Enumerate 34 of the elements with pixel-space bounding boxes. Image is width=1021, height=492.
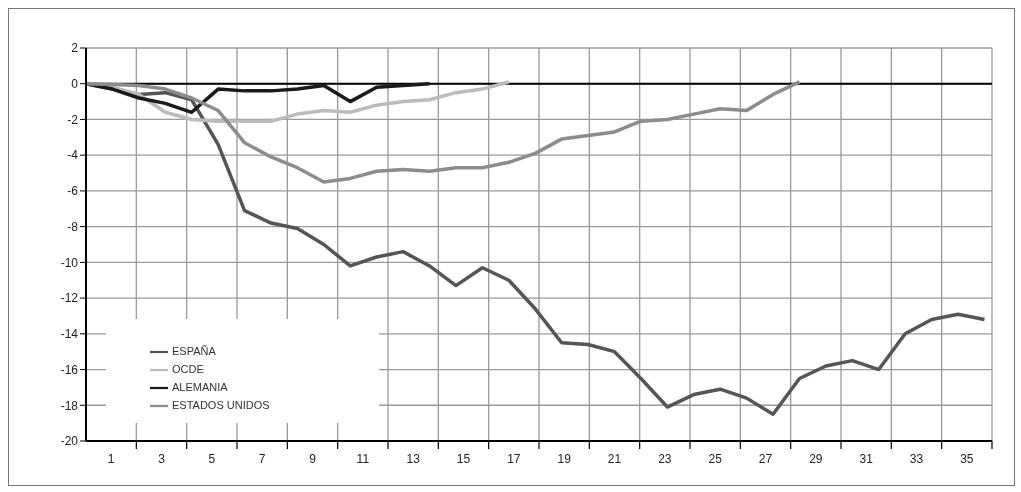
x-tick-label: 7 (258, 452, 266, 466)
x-tick-label: 29 (809, 452, 823, 466)
x-tick-label: 5 (208, 452, 216, 466)
y-tick-label: -14 (60, 327, 79, 342)
x-tick-label: 33 (909, 452, 924, 466)
x-tick-label: 17 (507, 452, 521, 466)
y-tick-label: -16 (60, 362, 79, 377)
y-tick-label: -20 (60, 434, 79, 449)
x-tick-label: 13 (406, 452, 421, 466)
legend-label: ALEMANIA (172, 380, 228, 393)
y-tick-label: -6 (67, 184, 79, 199)
y-tick-label: 2 (71, 41, 79, 56)
legend-label: ESPAÑA (172, 344, 216, 357)
y-tick-label: -12 (60, 291, 79, 306)
y-tick-label: -2 (67, 112, 79, 127)
x-tick-label: 9 (309, 452, 317, 466)
y-tick-label: -18 (60, 398, 79, 413)
y-tick-label: 0 (71, 76, 79, 91)
x-tick-label: 21 (607, 452, 622, 466)
x-tick-label: 19 (557, 452, 572, 466)
x-tick-label: 1 (107, 452, 115, 466)
legend-label: OCDE (172, 362, 204, 375)
x-tick-label: 23 (658, 452, 672, 466)
y-tick-label: -4 (67, 148, 79, 163)
x-tick-label: 27 (758, 452, 773, 466)
legend-label: ESTADOS UNIDOS (172, 398, 270, 411)
x-tick-label: 3 (158, 452, 166, 466)
x-tick-label: 25 (708, 452, 723, 466)
x-tick-label: 15 (456, 452, 471, 466)
x-tick-label: 31 (859, 452, 874, 466)
y-tick-label: -8 (67, 219, 79, 234)
y-tick-label: -10 (60, 255, 79, 270)
x-tick-label: 11 (356, 452, 370, 466)
x-tick-label: 35 (960, 452, 974, 466)
